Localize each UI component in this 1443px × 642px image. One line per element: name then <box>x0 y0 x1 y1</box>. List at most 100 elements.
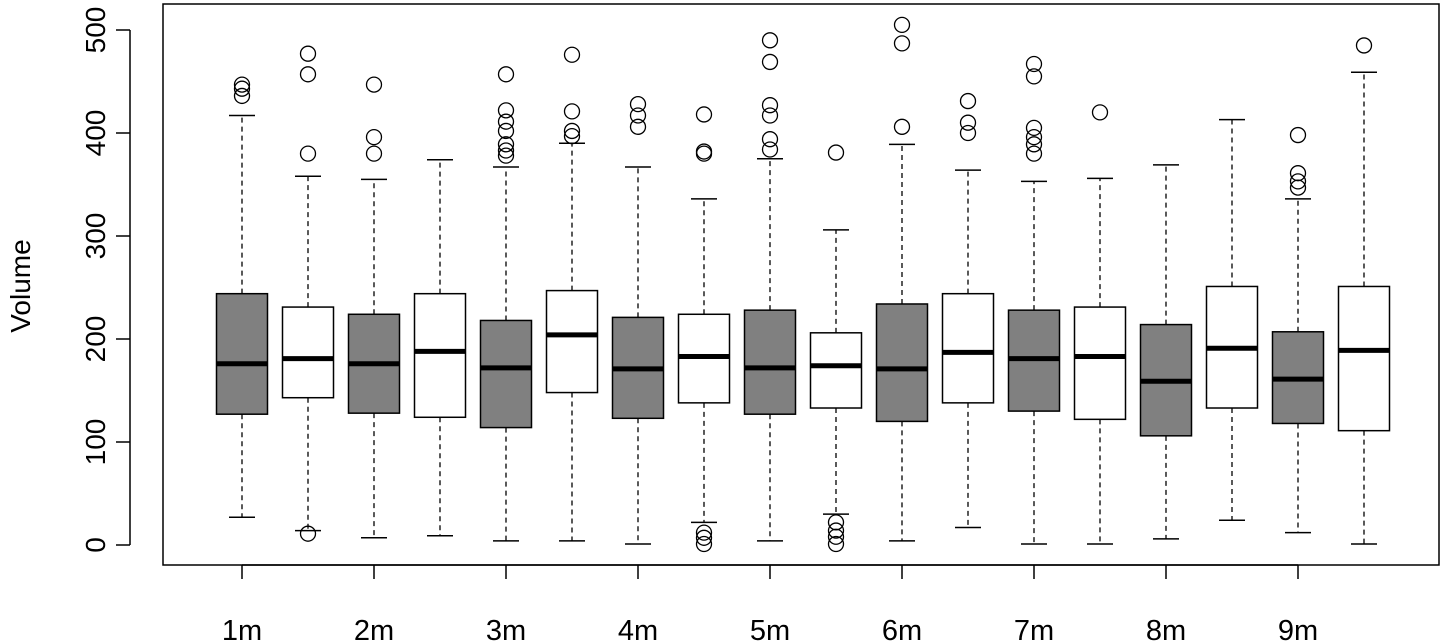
outlier-point <box>497 102 515 119</box>
x-tick-label: 6m <box>882 615 922 642</box>
x-tick-label: 5m <box>750 615 790 642</box>
outlier-point <box>563 122 581 140</box>
x-tick-label: 8m <box>1146 615 1186 642</box>
outlier-point <box>1025 136 1043 153</box>
y-axis: 0 100 200 300 400 500 <box>80 7 131 553</box>
y-tick-label: 200 <box>80 316 111 363</box>
box-12 <box>941 92 995 529</box>
iqr-box <box>545 289 599 394</box>
outlier-point <box>629 107 647 124</box>
outlier-point <box>761 107 779 124</box>
x-tick-label: 4m <box>618 615 658 642</box>
x-axis: 1m 2m 3m 4m 5m 6m 7m 8m 9m <box>222 564 1318 642</box>
outlier-point <box>233 80 251 97</box>
outlier-point <box>761 32 779 49</box>
box-13 <box>1007 55 1061 545</box>
iqr-box <box>1073 306 1127 421</box>
outlier-point <box>299 525 317 542</box>
outlier-point <box>959 124 977 142</box>
outlier-point <box>497 113 515 130</box>
x-tick-label: 7m <box>1014 615 1054 642</box>
outlier-point <box>1025 145 1043 162</box>
outlier-point <box>365 76 383 93</box>
outlier-point <box>1289 126 1307 144</box>
box-11 <box>875 16 929 542</box>
outlier-point <box>695 529 713 546</box>
outlier-point <box>365 145 383 162</box>
box-6 <box>545 46 599 542</box>
outlier-point <box>827 144 845 161</box>
y-tick-label: 100 <box>80 419 111 466</box>
iqr-box <box>413 292 467 419</box>
outlier-point <box>629 118 647 135</box>
box-18 <box>1337 37 1391 545</box>
outlier-point <box>893 35 911 52</box>
iqr-box <box>281 306 335 399</box>
boxes-group <box>215 16 1391 553</box>
outlier-point <box>563 46 581 63</box>
iqr-box <box>941 292 995 404</box>
box-4 <box>413 159 467 537</box>
y-tick-label: 400 <box>80 110 111 157</box>
outlier-point <box>761 141 779 158</box>
outlier-point <box>827 522 845 539</box>
x-tick-label: 1m <box>222 615 262 642</box>
outlier-point <box>497 122 515 140</box>
outlier-point <box>365 128 383 146</box>
iqr-box <box>743 309 797 415</box>
outlier-point <box>497 147 515 164</box>
outlier-point <box>233 87 251 105</box>
box-16 <box>1205 118 1259 522</box>
outlier-point <box>299 45 317 62</box>
iqr-box <box>479 319 533 429</box>
box-2 <box>281 45 335 542</box>
outlier-point <box>299 145 317 162</box>
outlier-point <box>827 514 845 531</box>
outlier-point <box>761 131 779 148</box>
outlier-point <box>695 524 713 541</box>
outlier-point <box>233 76 251 93</box>
outlier-point <box>299 66 317 83</box>
outlier-point <box>629 96 647 113</box>
box-10 <box>809 144 863 553</box>
outlier-point <box>1091 104 1109 121</box>
outlier-point <box>563 127 581 145</box>
outlier-point <box>893 16 911 34</box>
outlier-point <box>1289 173 1307 190</box>
y-tick-label: 0 <box>80 537 111 553</box>
outlier-point <box>1025 128 1043 146</box>
box-15 <box>1139 164 1193 540</box>
box-8 <box>677 106 731 553</box>
box-14 <box>1073 104 1127 545</box>
outlier-point <box>1289 165 1307 182</box>
outlier-point <box>761 97 779 114</box>
box-3 <box>347 76 401 539</box>
outlier-point <box>893 118 911 135</box>
outlier-point <box>1025 68 1043 85</box>
iqr-box <box>1337 285 1391 432</box>
y-tick-label: 500 <box>80 7 111 54</box>
box-1 <box>215 76 269 518</box>
outlier-point <box>497 142 515 159</box>
box-9 <box>743 32 797 542</box>
x-tick-label: 9m <box>1278 615 1318 642</box>
x-tick-label: 2m <box>354 615 394 642</box>
outlier-point <box>959 114 977 131</box>
outlier-point <box>1355 37 1373 54</box>
y-axis-label: Volume <box>5 239 36 332</box>
outlier-point <box>695 535 713 553</box>
outlier-point <box>761 53 779 71</box>
box-7 <box>611 96 665 545</box>
outlier-point <box>695 143 713 160</box>
iqr-box <box>215 292 269 415</box>
x-tick-label: 3m <box>486 615 526 642</box>
plot-frame <box>162 3 1440 566</box>
iqr-box <box>875 303 929 423</box>
outlier-point <box>695 106 713 123</box>
outlier-point <box>497 136 515 153</box>
outlier-point <box>563 103 581 120</box>
box-17 <box>1271 126 1325 534</box>
y-tick-label: 300 <box>80 213 111 260</box>
outlier-point <box>497 66 515 83</box>
